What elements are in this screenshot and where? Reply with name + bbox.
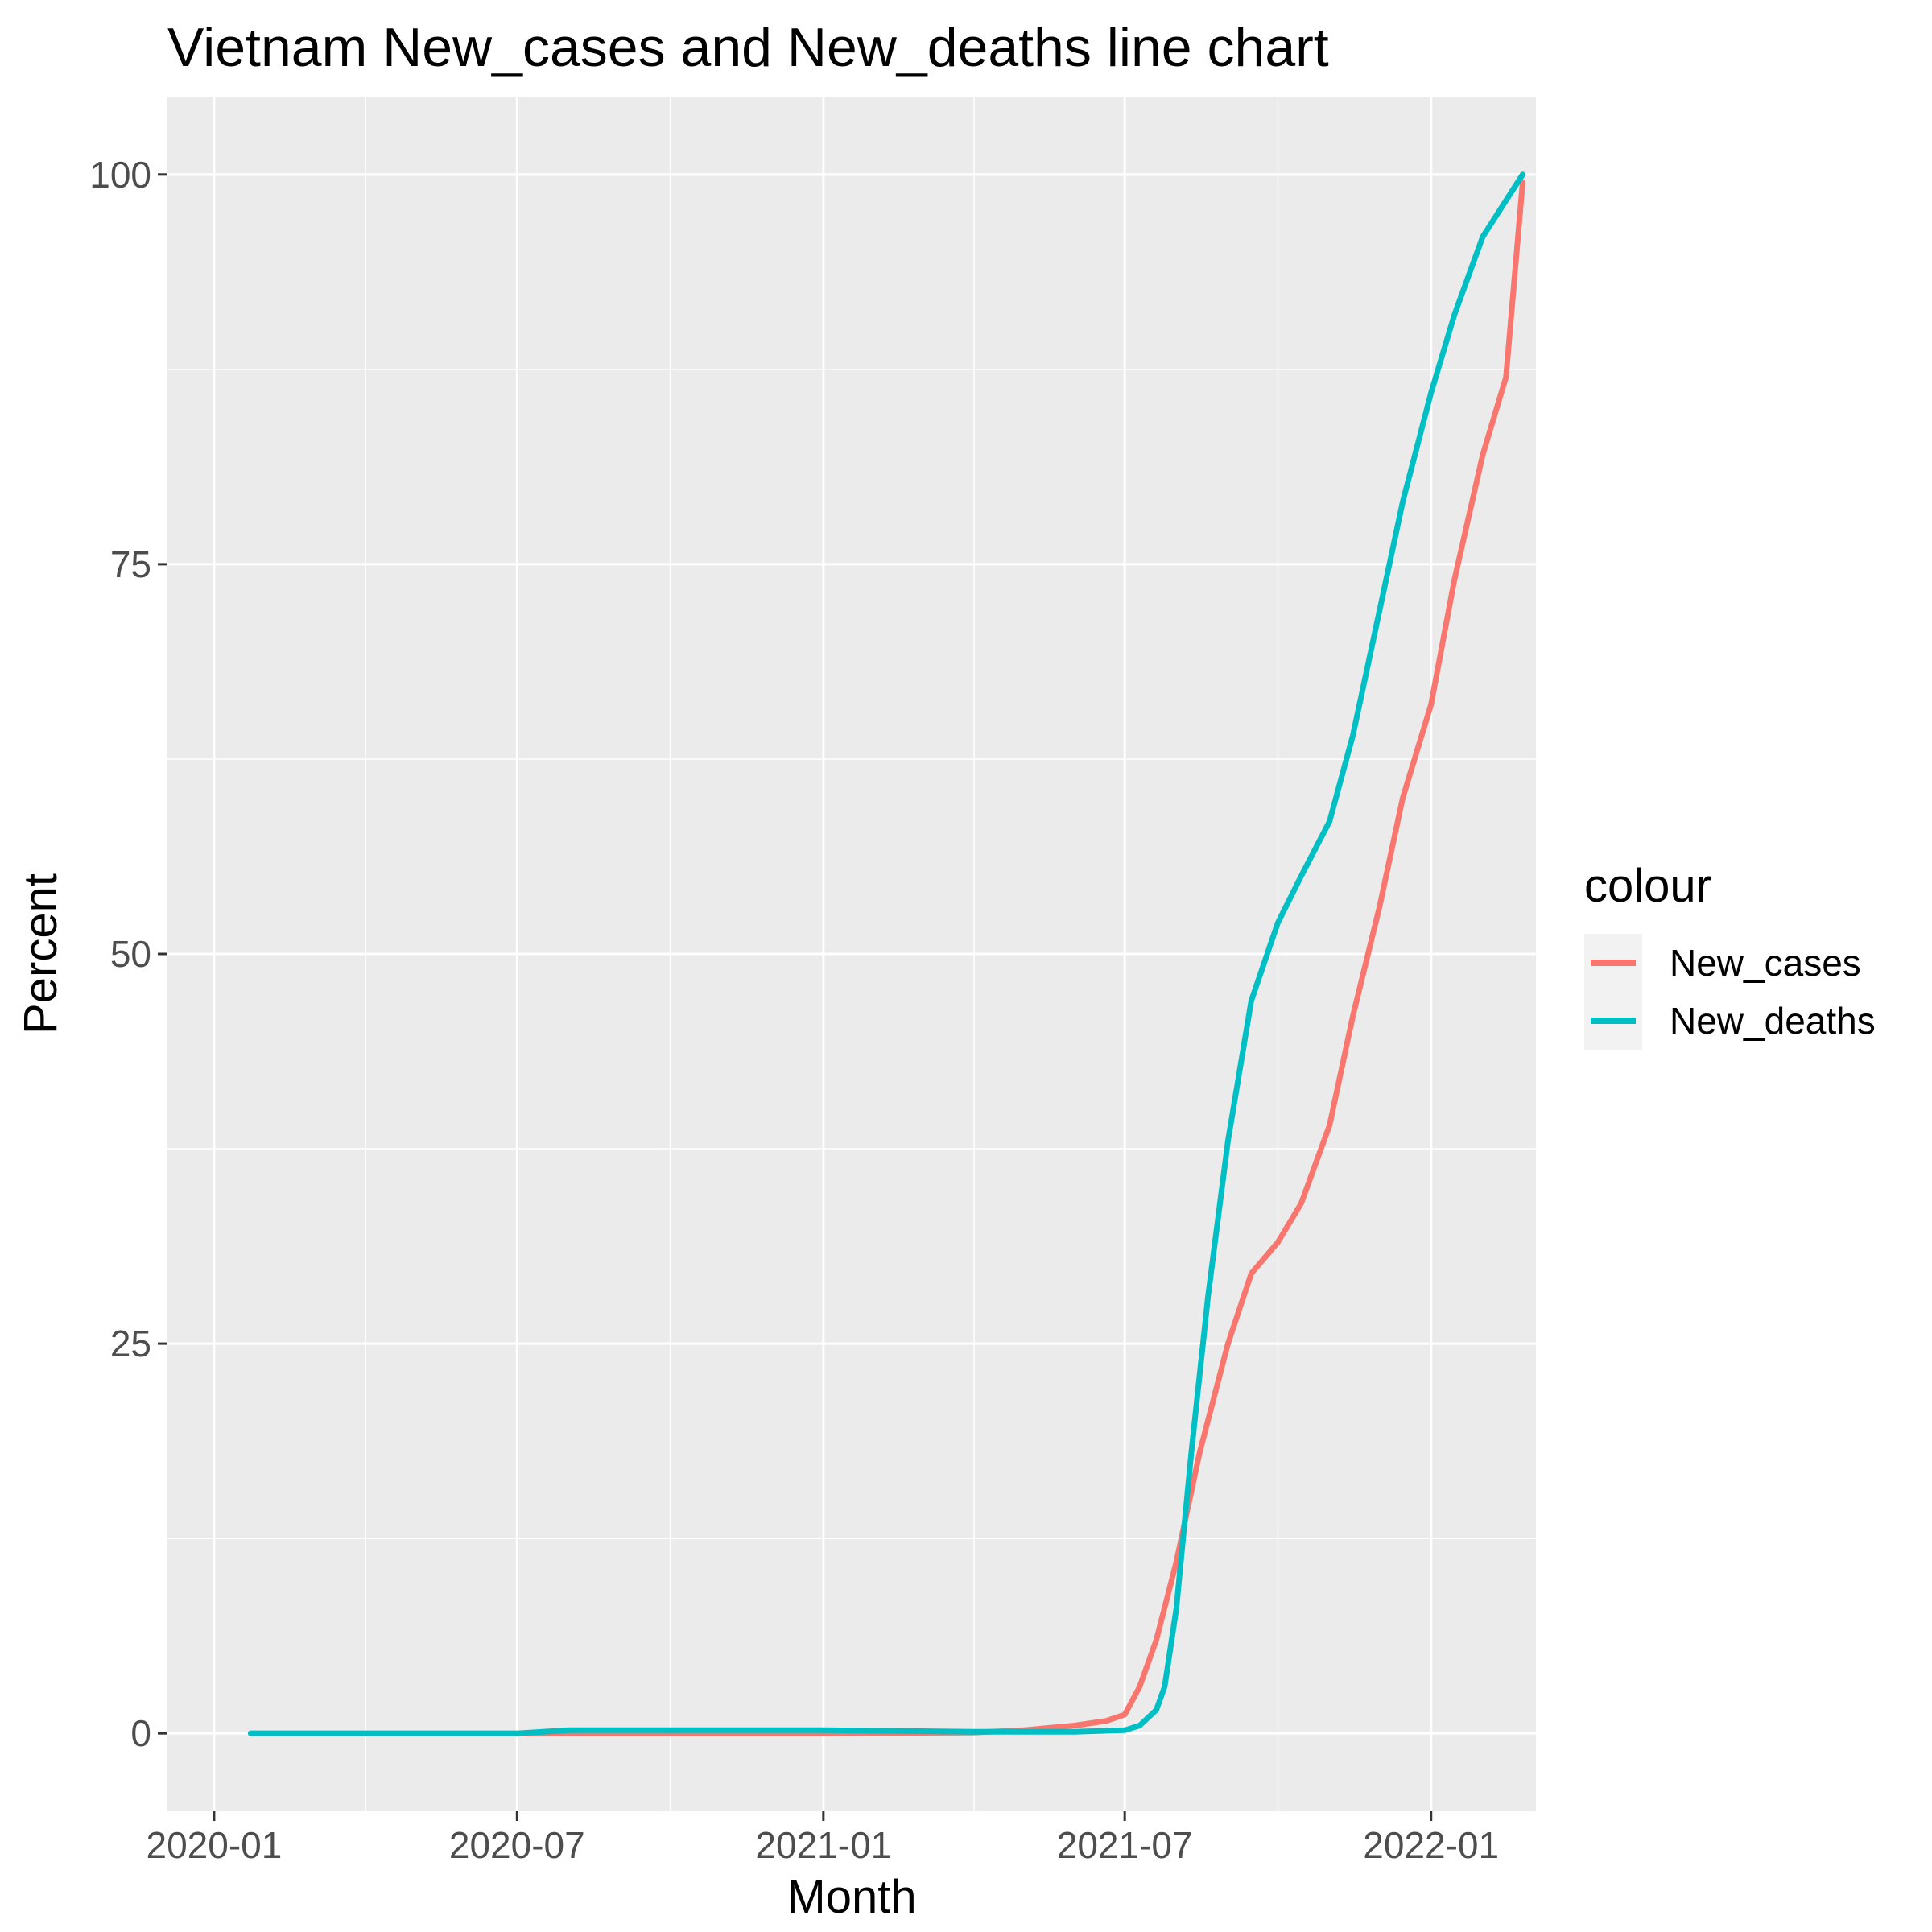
axes: 2020-01 2020-07 2021-01 2021-07 2022-01 0 25 50… xyxy=(89,154,1499,1866)
y-tick-label: 50 xyxy=(110,933,151,975)
x-tick-label: 2020-07 xyxy=(449,1824,585,1866)
legend-label: New_cases xyxy=(1670,942,1861,984)
series-line-new-deaths xyxy=(247,171,1525,1736)
y-tick-label: 0 xyxy=(130,1712,151,1754)
x-tick-label: 2022-01 xyxy=(1363,1824,1499,1866)
y-axis-title: Percent xyxy=(14,873,67,1034)
series-lines xyxy=(247,171,1525,1736)
y-tick-label: 25 xyxy=(110,1323,151,1364)
y-tick-label: 75 xyxy=(110,543,151,585)
x-axis-title: Month xyxy=(786,1871,916,1923)
x-tick-label: 2021-01 xyxy=(755,1824,891,1866)
legend: colour New_cases New_deaths xyxy=(1584,860,1876,1050)
legend-title: colour xyxy=(1584,860,1711,912)
x-tick-label: 2021-07 xyxy=(1057,1824,1193,1866)
legend-key-background xyxy=(1584,934,1642,1050)
x-tick-label: 2020-01 xyxy=(146,1824,282,1866)
chart-title: Vietnam New_cases and New_deaths line ch… xyxy=(167,17,1329,78)
legend-label: New_deaths xyxy=(1670,1000,1876,1042)
y-tick-label: 100 xyxy=(89,154,151,196)
